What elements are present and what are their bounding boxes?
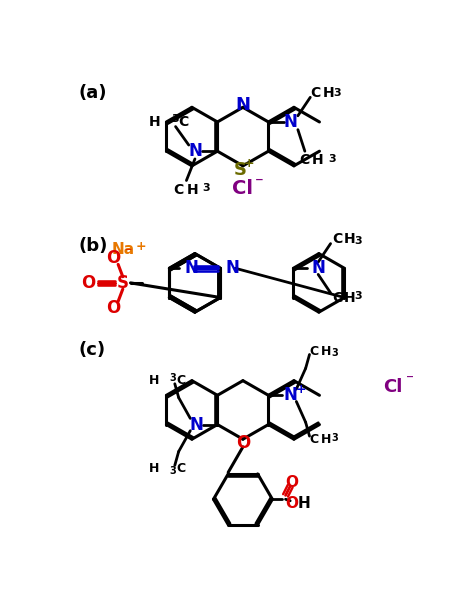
Text: O: O [81, 274, 95, 292]
Text: H: H [344, 232, 356, 246]
Text: N: N [226, 259, 240, 277]
Text: N: N [188, 142, 202, 160]
Text: H: H [312, 154, 324, 168]
Text: (c): (c) [79, 341, 106, 359]
Text: O: O [285, 496, 298, 510]
Text: N: N [284, 113, 298, 131]
Text: C: C [332, 232, 342, 246]
Text: O: O [106, 299, 120, 316]
Text: 3: 3 [331, 348, 338, 358]
Text: 3: 3 [354, 291, 362, 301]
Text: C: C [173, 183, 184, 196]
Text: 3: 3 [203, 183, 210, 193]
Text: C: C [310, 345, 319, 358]
Text: +: + [135, 240, 146, 253]
Text: ⁻: ⁻ [124, 247, 131, 261]
Text: H: H [148, 115, 160, 129]
Text: N: N [283, 386, 297, 405]
Text: C: C [179, 115, 189, 129]
Text: H: H [298, 496, 310, 510]
Text: H: H [187, 183, 199, 196]
Text: C: C [310, 433, 319, 446]
Text: N: N [312, 259, 326, 277]
Text: 3: 3 [328, 154, 336, 164]
Text: O: O [106, 249, 120, 267]
Text: H: H [344, 291, 356, 305]
Text: O: O [285, 475, 298, 490]
Text: C: C [176, 462, 185, 475]
Text: +: + [244, 157, 255, 170]
Text: 3: 3 [171, 114, 179, 124]
Text: Cl: Cl [383, 378, 402, 396]
Text: (a): (a) [79, 84, 107, 102]
Text: S: S [234, 161, 247, 179]
Text: 3: 3 [334, 88, 341, 98]
Text: 3: 3 [169, 373, 176, 383]
Text: H: H [323, 86, 334, 100]
Text: Cl: Cl [232, 179, 254, 198]
Text: H: H [149, 374, 159, 387]
Text: O: O [236, 434, 250, 452]
Text: C: C [332, 291, 342, 305]
Text: S: S [117, 274, 129, 292]
Text: (b): (b) [79, 237, 108, 255]
Text: 3: 3 [169, 466, 176, 476]
Text: Na: Na [112, 242, 135, 257]
Text: +: + [296, 382, 306, 395]
Text: N: N [185, 259, 199, 277]
Text: N: N [236, 96, 250, 114]
Text: ⁻: ⁻ [255, 174, 264, 192]
Text: H: H [149, 462, 159, 475]
Text: H: H [321, 433, 331, 446]
Text: 3: 3 [354, 236, 362, 245]
Text: ⁻: ⁻ [406, 373, 413, 388]
Text: N: N [190, 416, 203, 433]
Text: C: C [310, 86, 320, 100]
Text: H: H [321, 345, 331, 358]
Text: 3: 3 [331, 433, 338, 442]
Text: C: C [176, 374, 185, 387]
Text: C: C [300, 154, 310, 168]
